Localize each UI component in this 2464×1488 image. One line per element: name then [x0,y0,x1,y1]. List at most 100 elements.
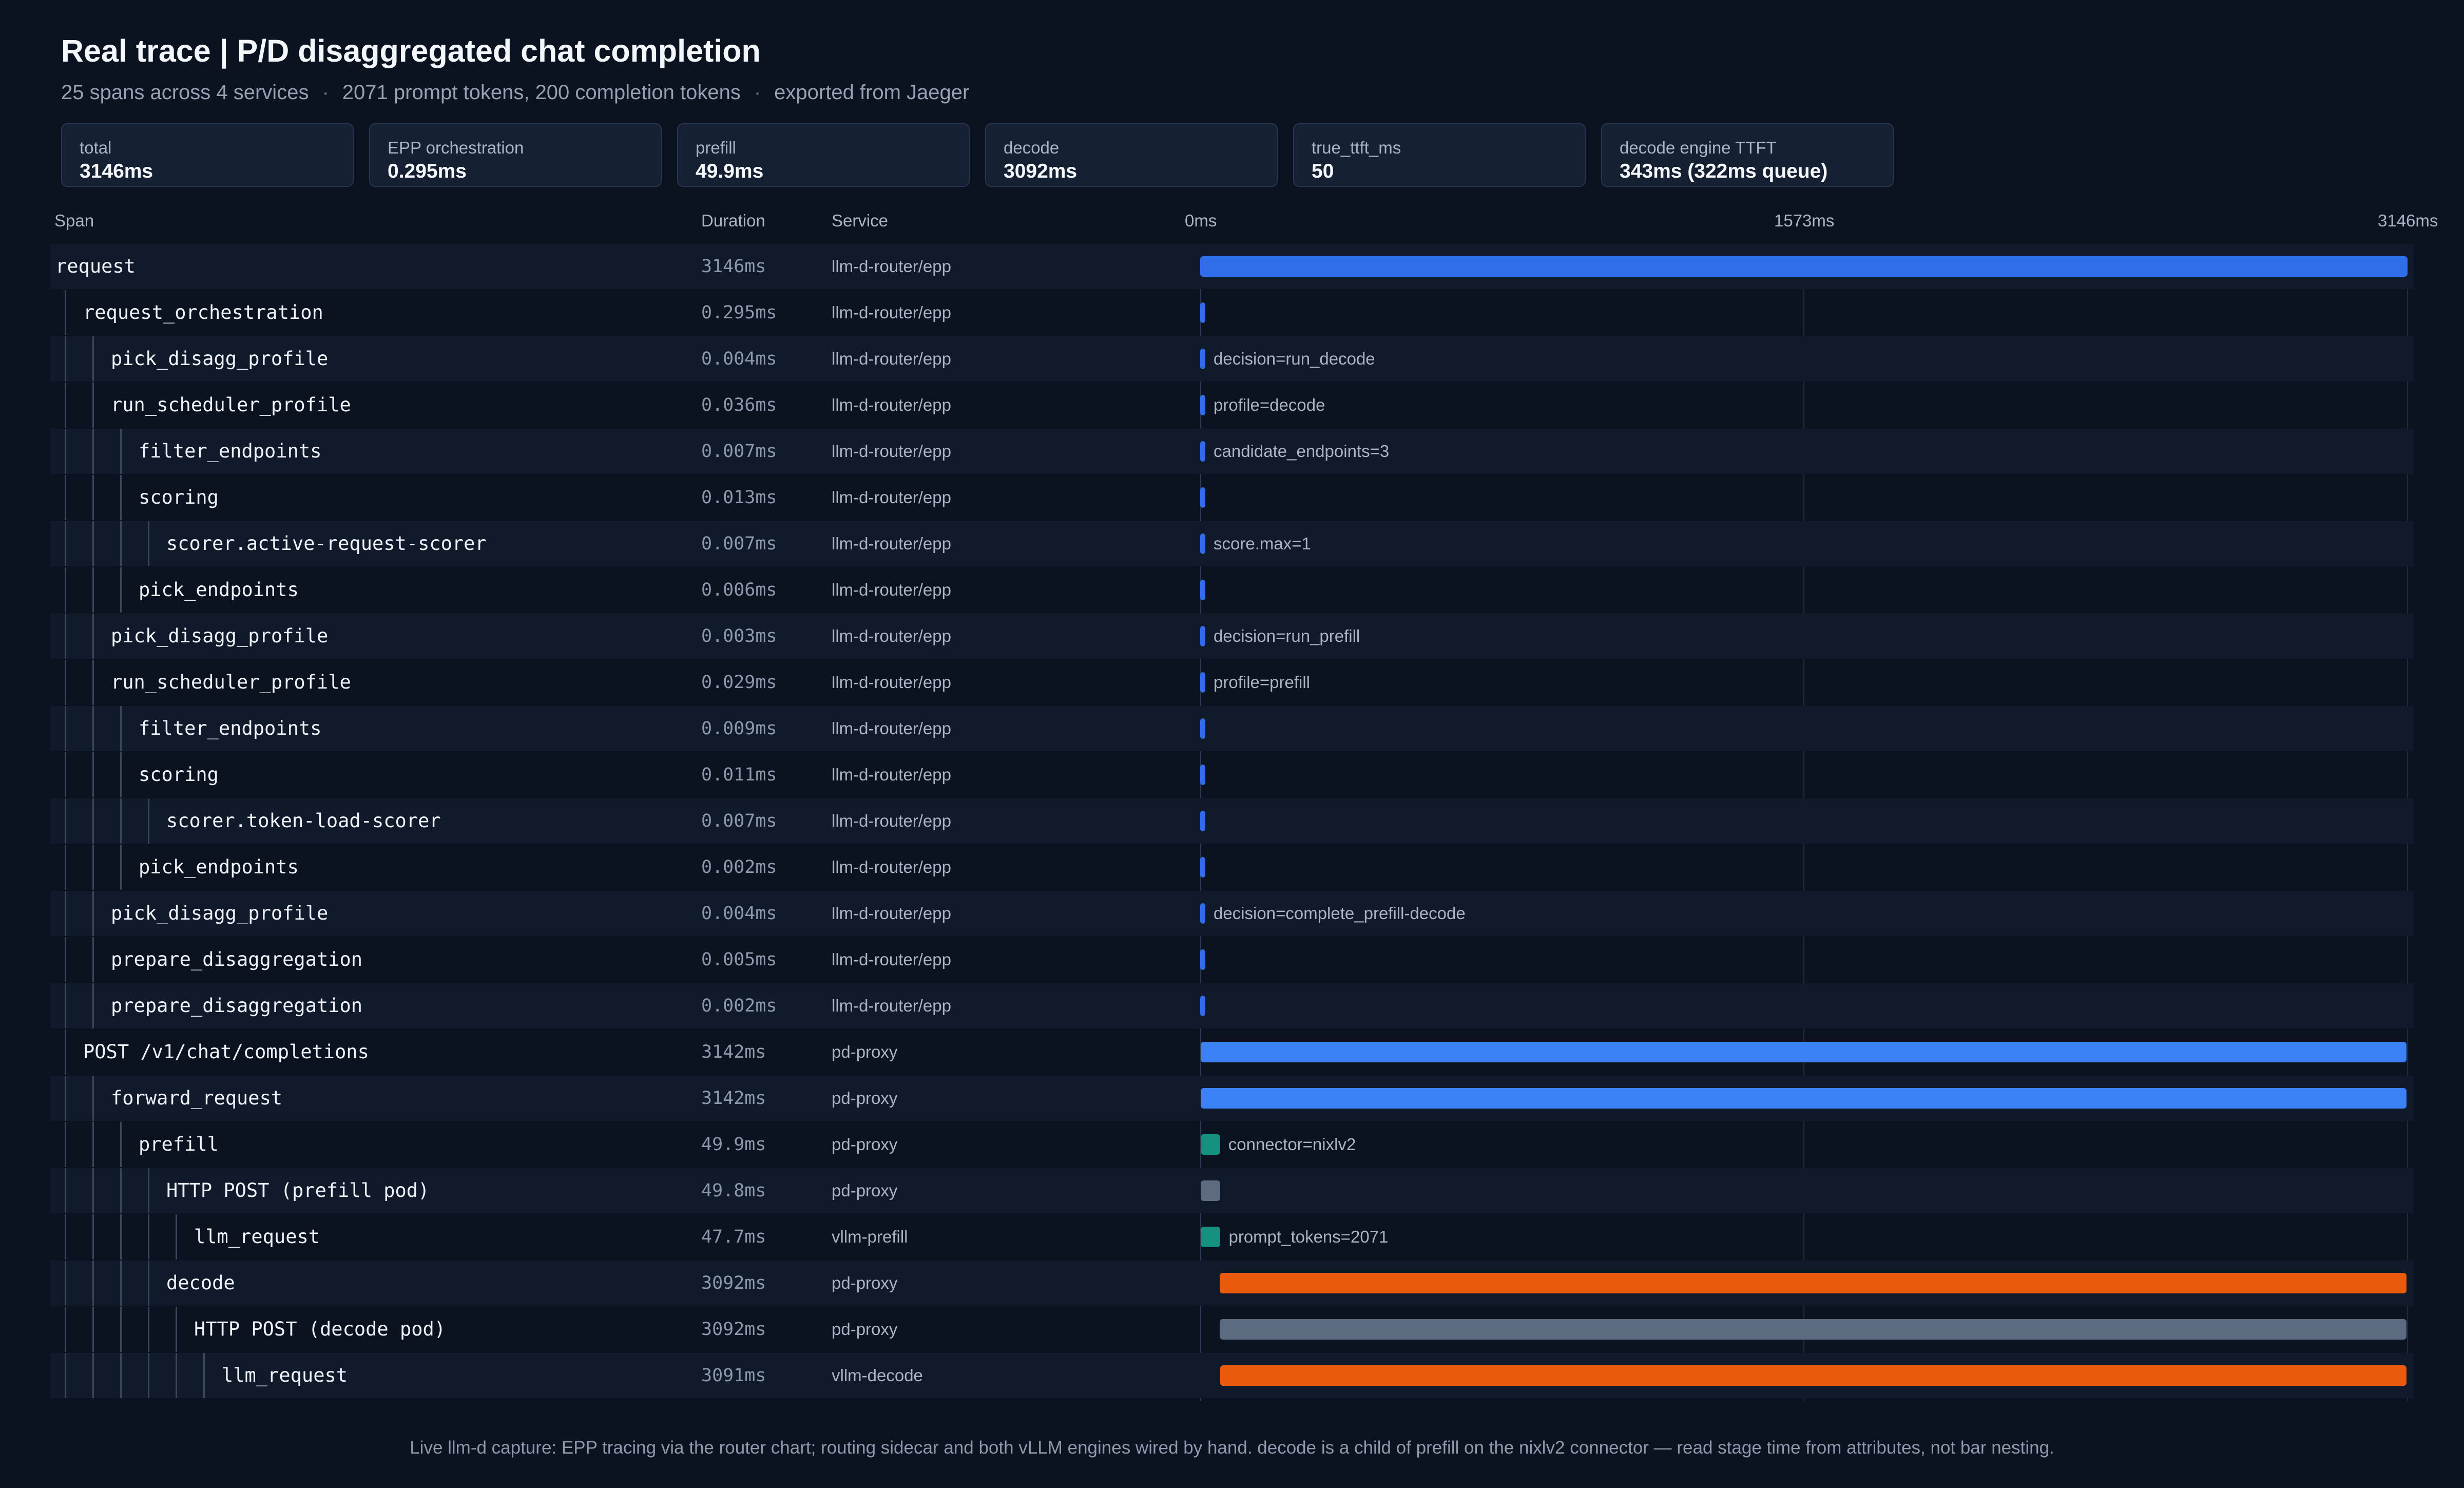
span-bar[interactable] [1200,441,1205,462]
span-name: prefill [139,1133,219,1155]
span-service: pd-proxy [832,1089,898,1108]
tree-guide-line [148,1214,149,1260]
span-service: pd-proxy [832,1273,898,1292]
span-bar[interactable] [1200,302,1205,323]
tree-guide-line [65,290,66,335]
axis-tick-mid: 1573ms [1774,211,1835,230]
subtitle-token-count: 2071 prompt tokens, 200 completion token… [342,81,741,104]
span-service: pd-proxy [832,1135,898,1154]
span-row[interactable]: filter_endpoints 0.007ms llm-d-router/epp c… [50,429,2414,474]
span-row[interactable]: request 3146ms llm-d-router/epp [50,244,2414,289]
span-row[interactable]: scorer.token-load-scorer 0.007ms llm-d-rou… [50,798,2414,844]
span-row[interactable]: scorer.active-request-scorer 0.007ms llm-d… [50,521,2414,566]
span-bar[interactable] [1200,1180,1220,1201]
span-row[interactable]: prefill 49.9ms pd-proxy connector=nixlv2 [50,1122,2414,1167]
metric-value: 343ms (322ms queue) [1620,160,1828,182]
tree-guide-line [120,798,122,844]
span-bar[interactable] [1200,949,1205,970]
span-row[interactable]: scoring 0.011ms llm-d-router/epp [50,752,2414,797]
span-row[interactable]: HTTP POST (decode pod) 3092ms pd-proxy [50,1307,2414,1352]
span-name: filter_endpoints [139,717,322,739]
span-row[interactable]: llm_request 47.7ms vllm-prefill prompt_toke… [50,1214,2414,1260]
tree-guide-line [65,660,66,705]
span-row[interactable]: HTTP POST (prefill pod) 49.8ms pd-proxy [50,1168,2414,1213]
span-row[interactable]: pick_endpoints 0.002ms llm-d-router/epp [50,845,2414,890]
span-duration: 49.9ms [701,1134,766,1155]
span-bar[interactable] [1200,903,1205,924]
tree-guide-line [92,429,94,474]
span-service: llm-d-router/epp [832,257,951,276]
span-row[interactable]: pick_disagg_profile 0.004ms llm-d-router/e… [50,336,2414,381]
tree-guide-line [65,1029,66,1075]
span-attribute: score.max=1 [1214,534,1311,553]
axis-tick-start: 0ms [1185,211,1217,230]
span-name: prepare_disaggregation [111,948,363,970]
span-bar[interactable] [1200,1134,1220,1155]
span-row[interactable]: filter_endpoints 0.009ms llm-d-router/epp [50,706,2414,751]
span-bar[interactable] [1200,1042,2407,1062]
tree-guide-line [176,1307,177,1352]
span-bar[interactable] [1200,1088,2407,1109]
span-row[interactable]: POST /v1/chat/completions 3142ms pd-proxy [50,1029,2414,1075]
span-row[interactable]: request_orchestration 0.295ms llm-d-router… [50,290,2414,335]
tree-guide-line [92,1353,94,1398]
metric-value: 50 [1312,160,1334,182]
metric-card-epp-orchestration: EPP orchestration 0.295ms [369,123,662,187]
tree-guide-line [120,475,122,520]
span-name: filter_endpoints [139,440,322,462]
span-row[interactable]: scoring 0.013ms llm-d-router/epp [50,475,2414,520]
tree-guide-line [120,1122,122,1167]
span-row[interactable]: llm_request 3091ms vllm-decode [50,1353,2414,1398]
span-bar[interactable] [1200,256,2408,277]
metric-label: EPP orchestration [388,138,524,157]
span-duration: 3142ms [701,1042,766,1062]
tree-guide-line [148,521,149,566]
tree-guide-line [65,937,66,982]
span-bar[interactable] [1220,1365,2407,1386]
span-bar[interactable] [1200,580,1205,600]
span-row[interactable]: prepare_disaggregation 0.005ms llm-d-route… [50,937,2414,982]
metric-card-true-ttft: true_ttft_ms 50 [1293,123,1586,187]
span-row[interactable]: run_scheduler_profile 0.029ms llm-d-router… [50,660,2414,705]
tree-guide-line [92,891,94,936]
span-name: pick_disagg_profile [111,348,329,370]
span-bar[interactable] [1200,857,1205,877]
tree-guide-line [176,1214,177,1260]
tree-guide-line [65,614,66,659]
span-bar[interactable] [1220,1319,2407,1340]
span-name: HTTP POST (prefill pod) [166,1179,430,1201]
tree-guide-line [65,383,66,428]
span-name: forward_request [111,1087,283,1109]
span-duration: 0.036ms [701,395,777,415]
tree-guide-line [92,660,94,705]
metric-label: prefill [696,138,736,157]
span-bar[interactable] [1220,1273,2407,1293]
span-bar[interactable] [1200,672,1205,693]
span-name: pick_disagg_profile [111,625,329,647]
span-name: scoring [139,486,219,508]
span-row[interactable]: pick_disagg_profile 0.003ms llm-d-router/e… [50,614,2414,659]
span-row[interactable]: prepare_disaggregation 0.002ms llm-d-route… [50,983,2414,1028]
span-bar[interactable] [1200,395,1205,415]
span-bar[interactable] [1200,718,1205,739]
tree-guide-line [203,1353,205,1398]
span-service: vllm-decode [832,1366,923,1385]
span-bar[interactable] [1200,996,1205,1016]
subtitle-separator: · [754,81,761,104]
span-bar[interactable] [1200,765,1205,785]
tree-guide-line [65,475,66,520]
span-bar[interactable] [1200,533,1205,554]
span-bar[interactable] [1200,349,1205,369]
span-row[interactable]: run_scheduler_profile 0.036ms llm-d-router… [50,383,2414,428]
span-duration: 3146ms [701,256,766,277]
span-row[interactable]: forward_request 3142ms pd-proxy [50,1076,2414,1121]
span-row[interactable]: pick_disagg_profile 0.004ms llm-d-router/e… [50,891,2414,936]
span-duration: 0.029ms [701,672,777,693]
span-bar[interactable] [1201,1227,1221,1247]
span-bar[interactable] [1200,811,1205,831]
tree-guide-line [148,1261,149,1306]
span-row[interactable]: pick_endpoints 0.006ms llm-d-router/epp [50,567,2414,613]
span-bar[interactable] [1200,487,1205,508]
span-row[interactable]: decode 3092ms pd-proxy [50,1261,2414,1306]
span-bar[interactable] [1200,626,1205,646]
